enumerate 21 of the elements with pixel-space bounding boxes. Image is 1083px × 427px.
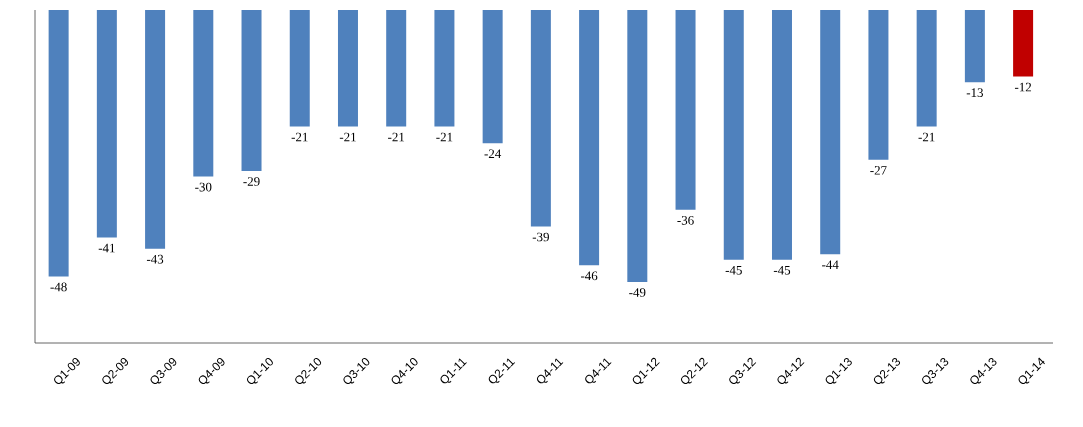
data-label: -24 bbox=[484, 149, 502, 158]
data-label: -43 bbox=[146, 254, 164, 264]
data-label: -45 bbox=[725, 265, 742, 275]
data-label: -12 bbox=[1014, 82, 1032, 92]
data-label: -21 bbox=[339, 132, 356, 142]
data-label: -36 bbox=[677, 215, 694, 225]
data-label: -44 bbox=[822, 260, 839, 269]
data-label: -41 bbox=[98, 243, 115, 253]
data-label: -21 bbox=[436, 132, 453, 142]
data-label: -27 bbox=[870, 166, 887, 175]
data-label: -21 bbox=[291, 132, 308, 142]
data-label: -48 bbox=[50, 282, 67, 292]
data-label: -49 bbox=[629, 288, 646, 297]
data-label: -46 bbox=[580, 271, 598, 281]
data-label: -29 bbox=[243, 177, 260, 186]
data-label: -21 bbox=[918, 132, 935, 142]
data-label: -45 bbox=[773, 265, 791, 275]
data-label: -21 bbox=[388, 132, 405, 142]
data-label: -30 bbox=[195, 182, 212, 192]
data-label: -39 bbox=[532, 232, 549, 242]
data-label: -13 bbox=[966, 88, 984, 98]
